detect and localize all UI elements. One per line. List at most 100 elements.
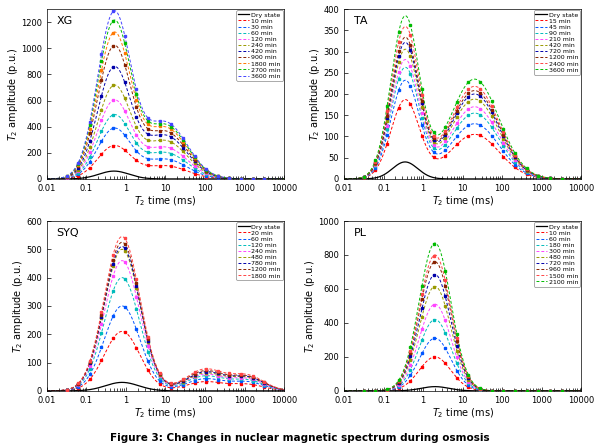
720 min	[367, 168, 374, 174]
Line: 120 min: 120 min	[47, 278, 284, 391]
3600 min	[367, 167, 374, 172]
15 min	[431, 155, 439, 161]
1800 min	[250, 176, 257, 182]
Line: 180 min: 180 min	[344, 319, 581, 391]
1800 min	[276, 386, 283, 391]
420 min	[111, 64, 118, 69]
480 min	[367, 388, 374, 393]
Y-axis label: $T_2$ amplitude (p.u.): $T_2$ amplitude (p.u.)	[5, 47, 20, 141]
Line: 2400 min: 2400 min	[344, 27, 581, 179]
60 min	[134, 142, 142, 148]
90 min	[367, 170, 374, 175]
30 min	[134, 150, 142, 155]
Dry state	[340, 388, 347, 393]
1800 min	[70, 168, 77, 174]
Dry state	[85, 387, 92, 392]
10 min	[548, 388, 555, 393]
15 min	[548, 176, 555, 181]
Line: 1800 min: 1800 min	[47, 32, 284, 179]
420 min	[573, 176, 580, 182]
2100 min	[442, 269, 449, 274]
Dry state	[70, 388, 77, 393]
Dry state	[382, 171, 389, 177]
Line: 45 min: 45 min	[344, 80, 581, 179]
Y-axis label: $T_2$ amplitude (p.u.): $T_2$ amplitude (p.u.)	[308, 47, 322, 141]
2700 min	[43, 176, 50, 182]
3600 min	[250, 176, 257, 182]
210 min	[382, 132, 389, 137]
Dry state	[367, 176, 374, 181]
Dry state	[43, 388, 50, 393]
1200 min	[431, 137, 439, 142]
60 min	[70, 173, 77, 178]
Line: 420 min: 420 min	[344, 49, 581, 179]
3600 min	[276, 176, 283, 182]
120 min	[280, 176, 287, 182]
Text: SYQ: SYQ	[56, 228, 79, 238]
180 min	[431, 317, 439, 322]
Line: Dry state: Dry state	[344, 162, 581, 179]
15 min	[578, 176, 585, 182]
60 min	[111, 112, 118, 117]
2700 min	[70, 168, 77, 173]
240 min	[111, 82, 118, 88]
Line: 90 min: 90 min	[344, 67, 581, 179]
60 min	[250, 176, 257, 182]
240 min	[280, 176, 287, 182]
300 min	[431, 302, 439, 307]
900 min	[280, 176, 287, 182]
720 min	[431, 138, 439, 144]
240 min	[134, 127, 142, 132]
2400 min	[573, 176, 580, 182]
2400 min	[431, 135, 439, 140]
300 min	[340, 388, 347, 393]
Line: 1200 min: 1200 min	[47, 242, 284, 391]
Dry state	[573, 388, 580, 393]
420 min	[276, 176, 283, 182]
2100 min	[367, 388, 374, 393]
720 min	[402, 40, 409, 45]
Line: 480 min: 480 min	[344, 287, 581, 391]
1800 min	[134, 102, 142, 108]
Line: 1500 min: 1500 min	[344, 255, 581, 391]
Line: 780 min: 780 min	[47, 246, 284, 391]
2700 min	[280, 176, 287, 182]
3600 min	[134, 93, 142, 98]
Line: 20 min: 20 min	[47, 331, 284, 391]
720 min	[548, 175, 555, 181]
60 min	[70, 386, 77, 391]
Line: 3600 min: 3600 min	[344, 16, 581, 179]
180 min	[573, 388, 580, 393]
1500 min	[442, 279, 449, 284]
10 min	[43, 176, 50, 182]
960 min	[442, 284, 449, 289]
Line: 120 min: 120 min	[47, 100, 284, 179]
3600 min	[111, 8, 118, 13]
60 min	[280, 388, 287, 393]
Dry state	[43, 176, 50, 182]
1500 min	[573, 388, 580, 393]
1500 min	[548, 388, 555, 393]
210 min	[340, 176, 347, 182]
300 min	[431, 302, 439, 307]
1800 min	[280, 176, 287, 182]
45 min	[442, 148, 449, 153]
Line: 720 min: 720 min	[344, 43, 581, 179]
240 min	[85, 368, 92, 373]
Dry state	[442, 385, 449, 390]
2700 min	[111, 17, 118, 23]
10 min	[578, 388, 585, 393]
60 min	[145, 359, 152, 365]
45 min	[382, 140, 389, 145]
Line: 10 min: 10 min	[344, 357, 581, 391]
10 min	[382, 388, 389, 393]
10 min	[367, 388, 374, 393]
60 min	[578, 388, 585, 393]
120 min	[85, 370, 92, 376]
20 min	[145, 368, 152, 373]
480 min	[548, 388, 555, 393]
780 min	[118, 244, 125, 249]
180 min	[382, 388, 389, 393]
45 min	[431, 151, 439, 156]
720 min	[578, 388, 585, 393]
